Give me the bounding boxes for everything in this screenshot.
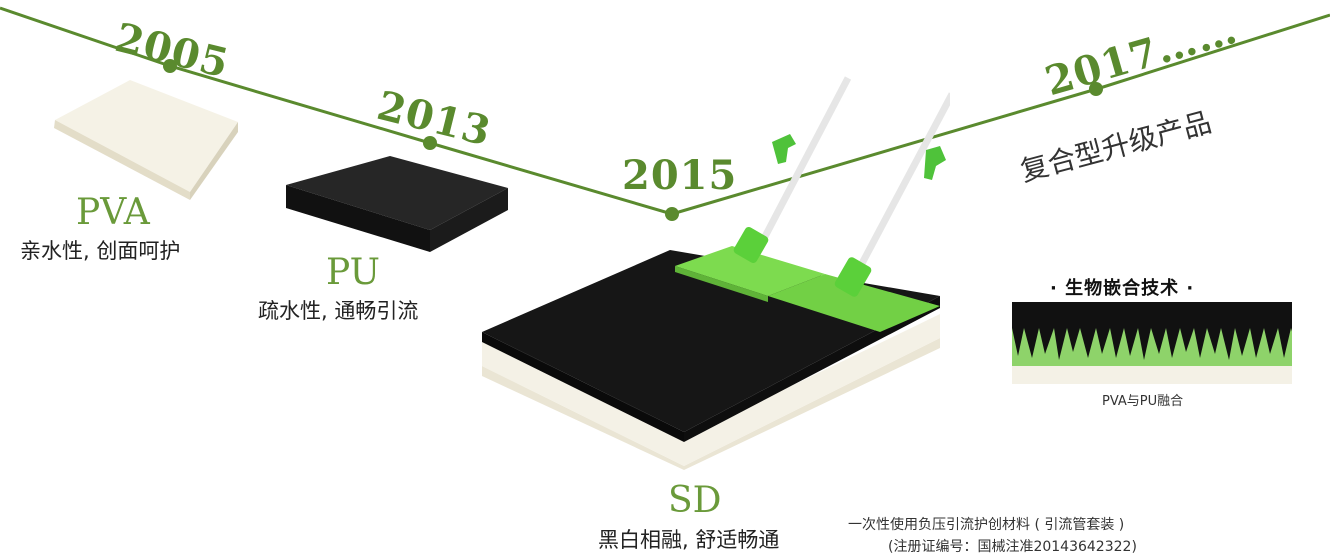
pva-name: PVA — [76, 192, 150, 233]
milestone-year-2015: 2015 — [622, 152, 738, 199]
technology-diagram — [1012, 302, 1292, 384]
pu-name: PU — [326, 252, 380, 293]
product-note-line2: (注册证编号：国械注准20143642322) — [888, 539, 1137, 555]
pu-sponge-image — [286, 156, 508, 252]
sd-description: 黑白相融, 舒适畅通 — [598, 528, 780, 552]
technology-title: · 生物嵌合技术 · — [1050, 278, 1195, 299]
sd-dressing-image — [482, 76, 950, 470]
milestone-dot-2017 — [1089, 82, 1103, 96]
pva-description: 亲水性, 创面呵护 — [20, 239, 181, 263]
timeline-line — [0, 6, 1330, 216]
product-note-line1: 一次性使用负压引流护创材料 ( 引流管套装 ) — [848, 517, 1125, 533]
sd-name: SD — [668, 480, 722, 521]
milestone-dot-2013 — [423, 136, 437, 150]
pu-description: 疏水性, 通畅引流 — [258, 299, 419, 323]
milestone-dot-2005 — [163, 59, 177, 73]
technology-caption: PVA与PU融合 — [1102, 394, 1184, 409]
pva-sponge-image — [54, 80, 238, 200]
milestone-dot-2015 — [665, 207, 679, 221]
